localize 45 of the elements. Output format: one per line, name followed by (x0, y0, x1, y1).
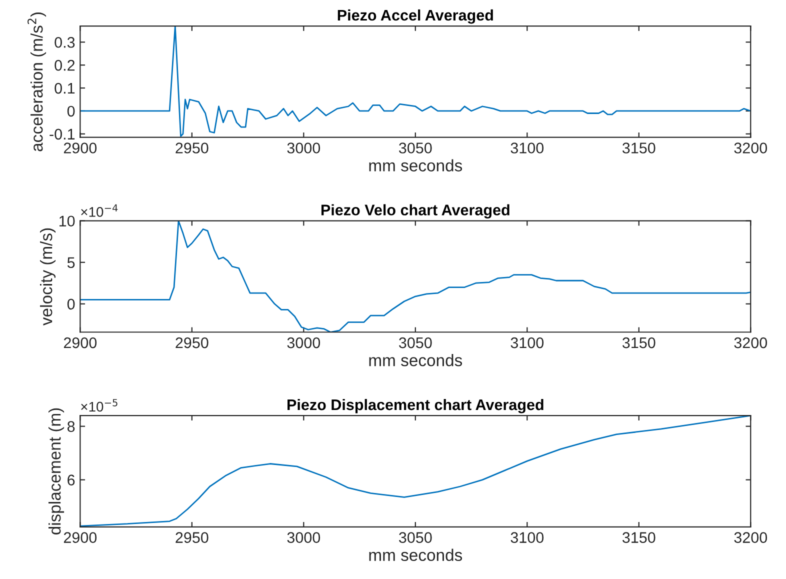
x-tick-label: 3150 (622, 337, 656, 348)
chart-title: Piezo Accel Averaged (338, 9, 493, 24)
x-tick-label: 3050 (398, 532, 432, 543)
x-tick-label: 3100 (510, 142, 544, 154)
x-tick-label: 3200 (734, 142, 768, 154)
x-tick-label: 3050 (398, 142, 432, 154)
x-tick-label: 3200 (734, 337, 768, 348)
chart-title: Piezo Velo chart Averaged (321, 204, 510, 219)
x-tick-label: 3150 (622, 142, 656, 154)
y-tick-label: 0.3 (54, 36, 75, 48)
y-tick-label: 6 (68, 474, 75, 486)
text: ×10$^{−5}$ (81, 399, 118, 412)
y-axis-title: velocity (m/s) (40, 228, 56, 326)
x-tick-label: 2950 (176, 142, 208, 154)
y-tick-label: 5 (67, 257, 75, 268)
y-tick-label: 0.2 (54, 60, 75, 71)
line-series (80, 220, 751, 332)
x-axis-title: mm seconds (369, 354, 462, 366)
x-tick-label: 3100 (510, 532, 544, 543)
x-tick-label: 3200 (734, 532, 768, 543)
y-tick-label: 0 (67, 106, 75, 117)
line-series (80, 416, 751, 527)
line-series (80, 26, 751, 137)
x-tick-label: 2900 (64, 532, 97, 543)
y-axis-title: acceleration (m/s$^{2}$) (28, 12, 46, 152)
x-tick-label: 3000 (287, 532, 320, 543)
chart-title: Piezo Displacement chart Averaged (288, 398, 544, 414)
y-tick-label: 0 (67, 298, 75, 310)
x-axis-title: mm seconds (369, 548, 462, 562)
y-axis-title: displacement (m) (48, 408, 64, 534)
x-tick-label: 2900 (64, 142, 97, 154)
x-tick-label: 2950 (176, 337, 208, 348)
x-tick-label: 3150 (622, 532, 656, 543)
x-tick-label: 3000 (287, 142, 320, 154)
y-tick-label: 10 (59, 216, 75, 227)
x-tick-label: 2950 (176, 532, 208, 543)
x-axis-title: mm seconds (369, 159, 462, 172)
x-tick-label: 3100 (510, 337, 544, 348)
y-tick-label: 0.1 (54, 82, 75, 94)
x-tick-label: 2900 (64, 337, 97, 348)
x-tick-label: 3000 (287, 337, 320, 348)
x-tick-label: 3050 (398, 337, 432, 348)
y-tick-label: -0.1 (50, 128, 75, 140)
text: ×10$^{−4}$ (81, 204, 118, 217)
y-tick-label: 8 (67, 421, 75, 432)
